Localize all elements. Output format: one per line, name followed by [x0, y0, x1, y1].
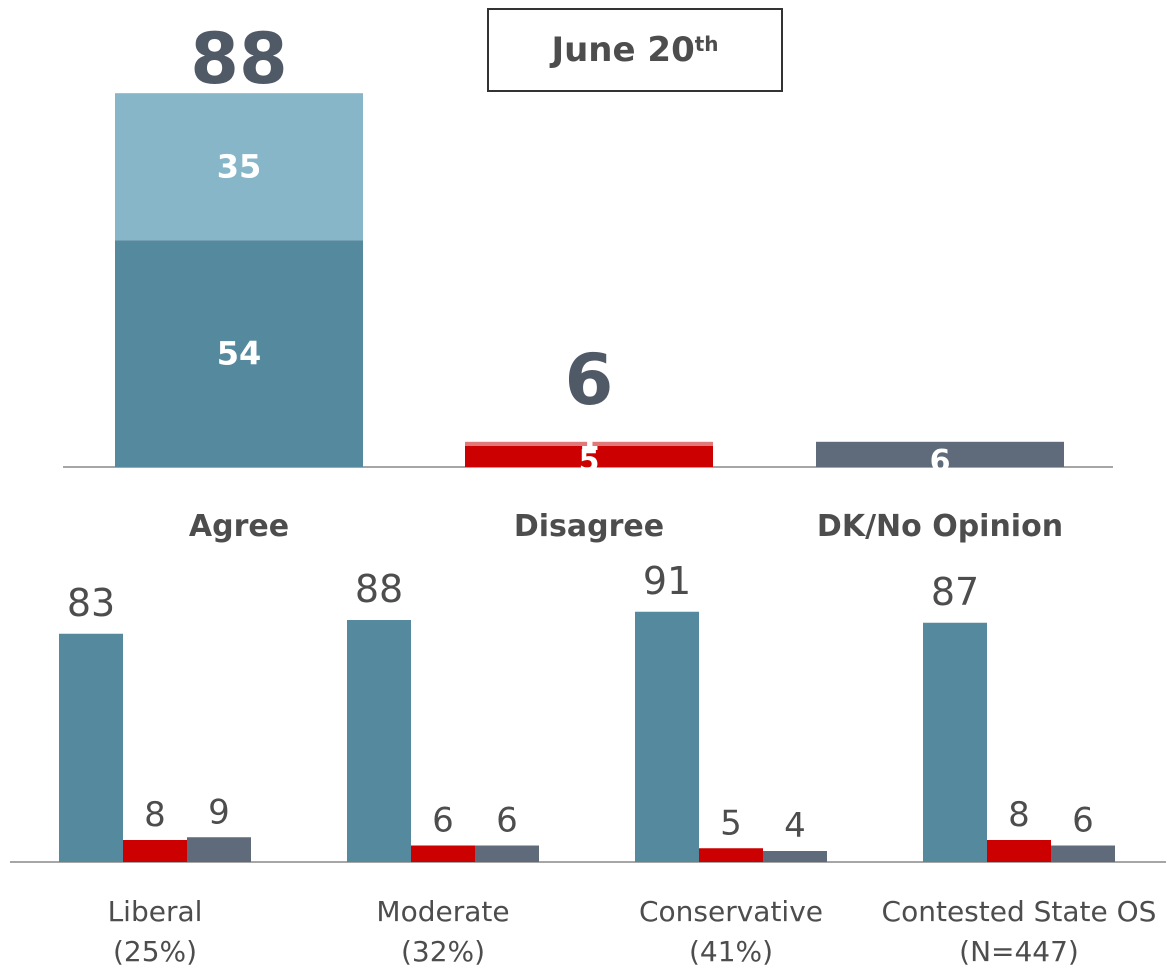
- top-total-label: 6: [565, 339, 614, 421]
- top-category-label: Disagree: [514, 509, 664, 544]
- top-total-label: 88: [190, 18, 287, 100]
- bottom-bar: [411, 845, 475, 862]
- top-bar-segment: [465, 446, 713, 467]
- bottom-data-label: 4: [784, 806, 806, 846]
- bottom-bar: [187, 837, 251, 862]
- bottom-bar: [1051, 845, 1115, 862]
- bottom-data-label: 83: [67, 581, 115, 625]
- bottom-data-label: 8: [1008, 795, 1030, 835]
- bottom-category-label: Contested State OS: [882, 895, 1157, 928]
- bottom-data-label: 8: [144, 795, 166, 835]
- bottom-bar: [123, 840, 187, 862]
- bottom-bar: [475, 845, 539, 862]
- top-segment-label: 54: [217, 335, 262, 373]
- top-category-label: DK/No Opinion: [817, 509, 1063, 544]
- date-text: June 20: [551, 30, 695, 70]
- bottom-bar: [635, 611, 699, 862]
- bottom-data-label: 9: [208, 792, 230, 832]
- bottom-bar: [59, 633, 123, 862]
- bottom-data-label: 6: [496, 801, 518, 841]
- bottom-category-label: Moderate: [376, 895, 509, 928]
- bottom-category-sublabel: (32%): [401, 935, 485, 968]
- bottom-bar: [987, 840, 1051, 862]
- top-segment-label: 5: [579, 444, 600, 479]
- bottom-category-sublabel: (41%): [689, 935, 773, 968]
- bottom-category-sublabel: (25%): [113, 935, 197, 968]
- bottom-category-label: Conservative: [639, 895, 823, 928]
- bottom-category-label: Liberal: [108, 895, 203, 928]
- bottom-data-label: 88: [355, 567, 403, 611]
- bottom-category-sublabel: (N=447): [959, 935, 1079, 968]
- bottom-data-label: 6: [432, 801, 454, 841]
- top-segment-label: 1: [579, 423, 600, 458]
- top-segment-label: 6: [930, 444, 951, 479]
- bottom-bar: [923, 622, 987, 862]
- top-bar-segment: [115, 93, 363, 241]
- top-bar-segment: [465, 441, 713, 446]
- top-bar-segment: [115, 240, 363, 467]
- top-segment-label: 35: [217, 148, 262, 186]
- bottom-data-label: 5: [720, 803, 742, 843]
- bottom-bar: [763, 851, 827, 862]
- top-bar-segment: [816, 441, 1064, 467]
- date-suffix: th: [694, 32, 719, 56]
- bottom-bar: [699, 848, 763, 862]
- top-category-label: Agree: [189, 509, 289, 544]
- bottom-data-label: 6: [1072, 801, 1094, 841]
- bottom-data-label: 87: [931, 570, 979, 614]
- bottom-bar: [347, 620, 411, 862]
- bottom-data-label: 91: [643, 559, 691, 603]
